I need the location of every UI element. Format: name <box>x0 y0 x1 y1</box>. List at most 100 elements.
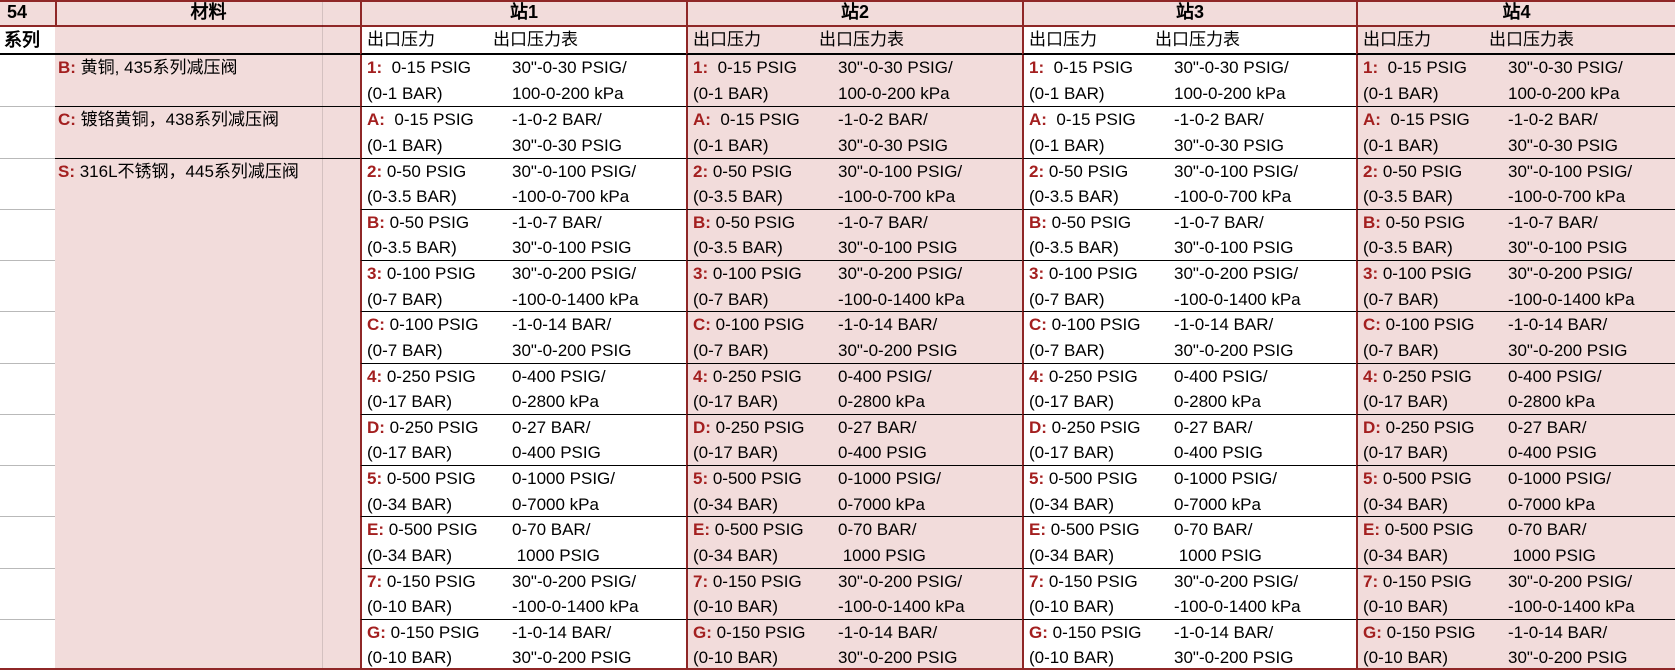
station2-option-cell: B: 0-50 PSIG (0-3.5 BAR) -1-0-7 BAR/30"-0-… <box>686 208 1022 260</box>
outlet-pressure-subcell: 1: 0-15 PSIG (0-1 BAR) <box>1029 55 1174 106</box>
outlet-gauge-subcell: 0-70 BAR/ 1000 PSIG <box>838 517 1022 567</box>
station2-option-cell: 7: 0-150 PSIG (0-10 BAR) 30"-0-200 PSIG/-1… <box>686 567 1022 619</box>
option-code: 2: <box>1029 161 1045 181</box>
material-cell <box>55 413 360 465</box>
pressure-line-1: E: 0-500 PSIG <box>1029 517 1174 543</box>
pressure-line-2: (0-7 BAR) <box>1029 340 1105 360</box>
pressure-range: 0-150 PSIG <box>1381 622 1476 642</box>
station3-option-cell: A: 0-15 PSIG (0-1 BAR) -1-0-2 BAR/30"-0-30… <box>1022 106 1356 158</box>
outlet-pressure-subcell: 4: 0-250 PSIG (0-17 BAR) <box>367 364 512 414</box>
gauge-line-2: 30"-0-200 PSIG <box>512 340 632 360</box>
gauge-line-1: 0-27 BAR/ <box>1174 417 1253 437</box>
outlet-pressure-subcell: 5: 0-500 PSIG (0-34 BAR) <box>1363 466 1508 516</box>
outlet-pressure-subcell: 7: 0-150 PSIG (0-10 BAR) <box>693 569 838 619</box>
pressure-line-2: (0-10 BAR) <box>1029 597 1115 617</box>
outlet-gauge-subcell: -1-0-7 BAR/30"-0-100 PSIG <box>512 210 686 260</box>
pressure-range: 0-150 PSIG <box>1044 571 1138 591</box>
material-cell <box>55 362 360 414</box>
outlet-gauge-subcell: 30"-0-30 PSIG/100-0-200 kPa <box>838 55 1022 106</box>
outlet-pressure-subcell: 1: 0-15 PSIG (0-1 BAR) <box>693 55 838 106</box>
material-column-gridline <box>322 0 323 670</box>
station4-option-cell: B: 0-50 PSIG (0-3.5 BAR) -1-0-7 BAR/30"-0-… <box>1356 208 1675 260</box>
series-number-cell: 54 <box>0 0 55 27</box>
pressure-line-1: A: 0-15 PSIG <box>693 107 838 133</box>
gauge-line-2: 30"-0-200 PSIG <box>1174 340 1294 360</box>
outlet-pressure-subcell: G: 0-150 PSIG (0-10 BAR) <box>693 620 838 670</box>
material-header-cell: 材料 <box>55 0 360 27</box>
station4-option-cell: D: 0-250 PSIG (0-17 BAR) 0-27 BAR/0-400 PS… <box>1356 413 1675 465</box>
outlet-gauge-subcell: -1-0-14 BAR/30"-0-200 PSIG <box>1508 620 1675 670</box>
gauge-line-1: -1-0-7 BAR/ <box>838 212 928 232</box>
table-top-border <box>0 0 1675 2</box>
gauge-line-1: 30"-0-200 PSIG/ <box>512 571 637 591</box>
gauge-line-1: 0-70 BAR/ <box>1174 520 1253 540</box>
option-code: 5: <box>367 469 383 488</box>
outlet-gauge-subcell: 30"-0-200 PSIG/ -100-0-1400 kPa <box>512 261 686 311</box>
outlet-gauge-subcell: 30"-0-200 PSIG/ -100-0-1400 kPa <box>838 261 1022 311</box>
outlet-gauge-subcell: 30"-0-200 PSIG/ -100-0-1400 kPa <box>1508 261 1675 311</box>
station1-option-cell: 5: 0-500 PSIG (0-34 BAR) 0-1000 PSIG/0-700… <box>360 465 686 517</box>
pressure-range: 0-50 PSIG <box>1378 161 1463 181</box>
outlet-gauge-subheader: 出口压力表 <box>819 30 904 49</box>
pressure-line-2: (0-1 BAR) <box>1029 135 1105 155</box>
pressure-range: 0-250 PSIG <box>1046 417 1141 437</box>
pressure-range: 0-50 PSIG <box>382 161 467 181</box>
outlet-gauge-subcell: -1-0-2 BAR/30"-0-30 PSIG <box>838 107 1022 157</box>
pressure-line-1: 2: 0-50 PSIG <box>367 159 512 185</box>
pressure-line-1: D: 0-250 PSIG <box>1363 415 1508 441</box>
outlet-pressure-subheader: 出口压力 <box>367 30 435 49</box>
pressure-line-1: 3: 0-100 PSIG <box>367 261 512 287</box>
outlet-gauge-subcell: 0-70 BAR/ 1000 PSIG <box>1174 517 1356 567</box>
gauge-line-2: -100-0-1400 kPa <box>1508 289 1635 309</box>
pressure-range: 0-50 PSIG <box>1380 212 1466 232</box>
series-gutter-cell <box>0 55 55 106</box>
outlet-pressure-subheader: 出口压力 <box>1363 30 1431 49</box>
gauge-line-2: 30"-0-200 PSIG <box>838 340 958 360</box>
pressure-range: 0-100 PSIG <box>1044 264 1138 283</box>
gauge-line-2: 0-2800 kPa <box>512 392 599 412</box>
outlet-gauge-subcell: 0-1000 PSIG/0-7000 kPa <box>512 466 686 516</box>
pressure-range: 0-100 PSIG <box>1046 315 1141 335</box>
station2-option-cell: C: 0-100 PSIG (0-7 BAR) -1-0-14 BAR/30"-0-… <box>686 311 1022 363</box>
gauge-line-2: 100-0-200 kPa <box>1174 83 1286 103</box>
outlet-pressure-subcell: A: 0-15 PSIG (0-1 BAR) <box>367 107 512 157</box>
gauge-line-2: 30"-0-200 PSIG <box>1508 340 1628 360</box>
pressure-line-1: D: 0-250 PSIG <box>367 415 512 441</box>
station3-option-cell: 4: 0-250 PSIG (0-17 BAR) 0-400 PSIG/0-2800… <box>1022 362 1356 414</box>
gauge-line-2: 30"-0-30 PSIG <box>1508 135 1618 155</box>
series-gutter-cell <box>0 106 55 157</box>
pressure-line-2: (0-17 BAR) <box>1029 443 1115 463</box>
material-code: S: <box>58 161 75 181</box>
material-cell <box>55 618 360 670</box>
station2-option-cell: 2: 0-50 PSIG (0-3.5 BAR) 30"-0-100 PSIG/-1… <box>686 157 1022 209</box>
option-code: D: <box>1029 417 1047 437</box>
pressure-line-2: (0-3.5 BAR) <box>1363 187 1453 207</box>
pressure-range: 0-500 PSIG <box>710 520 804 540</box>
pressure-line-2: (0-1 BAR) <box>367 83 443 103</box>
option-code: 7: <box>1029 571 1045 591</box>
pressure-line-1: 7: 0-150 PSIG <box>367 569 512 595</box>
outlet-gauge-subcell: 30"-0-200 PSIG/ -100-0-1400 kPa <box>1174 569 1356 619</box>
gauge-line-1: 30"-0-30 PSIG/ <box>1174 58 1289 77</box>
outlet-pressure-subcell: 3: 0-100 PSIG (0-7 BAR) <box>1363 261 1508 311</box>
pressure-range: 0-500 PSIG <box>1378 469 1472 488</box>
gauge-line-1: 0-400 PSIG/ <box>1508 366 1602 386</box>
station1-option-cell: 3: 0-100 PSIG (0-7 BAR) 30"-0-200 PSIG/-10… <box>360 260 686 312</box>
station1-option-cell: D: 0-250 PSIG (0-17 BAR) 0-27 BAR/0-400 PS… <box>360 413 686 465</box>
outlet-pressure-subcell: B: 0-50 PSIG (0-3.5 BAR) <box>693 210 838 260</box>
pressure-line-2: (0-3.5 BAR) <box>367 238 457 258</box>
station1-option-cell: A: 0-15 PSIG (0-1 BAR) -1-0-2 BAR/30"-0-30… <box>360 106 686 158</box>
pressure-range: 0-500 PSIG <box>382 469 476 488</box>
pressure-line-1: 1: 0-15 PSIG <box>367 55 512 81</box>
outlet-gauge-subcell: 30"-0-30 PSIG/100-0-200 kPa <box>1508 55 1675 106</box>
pressure-line-2: (0-3.5 BAR) <box>367 187 457 207</box>
station1-option-cell: 4: 0-250 PSIG (0-17 BAR) 0-400 PSIG/0-2800… <box>360 362 686 414</box>
series-gutter-cell <box>0 157 55 209</box>
pressure-line-1: 2: 0-50 PSIG <box>693 159 838 185</box>
pressure-line-1: G: 0-150 PSIG <box>693 620 838 646</box>
outlet-pressure-subcell: B: 0-50 PSIG (0-3.5 BAR) <box>367 210 512 260</box>
pressure-line-1: E: 0-500 PSIG <box>1363 517 1508 543</box>
gauge-line-1: 30"-0-200 PSIG/ <box>512 264 637 283</box>
gauge-line-1: 0-27 BAR/ <box>838 417 917 437</box>
gauge-line-1: -1-0-14 BAR/ <box>512 315 612 335</box>
